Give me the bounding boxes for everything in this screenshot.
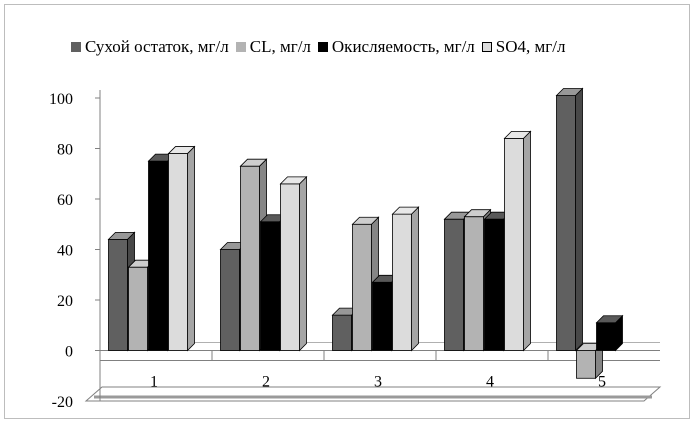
bar-front	[128, 266, 148, 351]
y-tick-label: 60	[57, 192, 73, 209]
y-tick-label: 80	[57, 142, 73, 159]
bar-front	[220, 249, 240, 351]
x-tick-label: 1	[150, 374, 158, 391]
bar-top	[351, 216, 380, 225]
bar-4-cat-3	[391, 206, 420, 352]
x-tick-label: 5	[598, 374, 606, 391]
bar-front	[148, 160, 168, 351]
floor-plane	[84, 386, 662, 402]
legend-item-oxidizability: Окисляемость, мг/л	[317, 37, 475, 57]
legend-label-so4: SO4, мг/л	[495, 37, 566, 56]
bar-top	[391, 206, 420, 215]
legend-swatch-cl	[235, 42, 246, 52]
bar-top	[279, 176, 308, 185]
bar-top	[595, 315, 624, 324]
bar-side	[411, 206, 419, 352]
legend: Сухой остаток, мг/л CL, мг/л Окисляемост…	[71, 36, 572, 58]
bar-side	[523, 130, 531, 352]
bar-4-cat-1	[167, 145, 196, 352]
bar-2-cat-5	[575, 342, 604, 380]
bar-front	[392, 213, 412, 351]
bar-front	[280, 183, 300, 351]
y-tick-label: 0	[65, 344, 73, 361]
x-tick-label: 3	[374, 374, 382, 391]
bar-front	[372, 281, 392, 351]
legend-item-dry-residue: Сухой остаток, мг/л	[71, 37, 229, 57]
y-tick-label: 20	[57, 293, 73, 310]
bar-3-cat-5	[595, 314, 624, 352]
bar-front	[352, 223, 372, 351]
bar-side	[575, 87, 583, 352]
y-tick-label: 40	[57, 243, 73, 260]
legend-label-cl: CL, мг/л	[249, 37, 311, 56]
y-tick-label: 100	[49, 91, 73, 108]
legend-swatch-oxidizability	[317, 42, 328, 52]
bar-front	[260, 221, 280, 351]
bar-front	[240, 165, 260, 351]
y-tick-label: -20	[52, 394, 73, 411]
legend-label-dry-residue: Сухой остаток, мг/л	[85, 37, 229, 56]
bar-1-cat-5	[555, 87, 584, 352]
bar-front	[484, 218, 504, 351]
bar-top	[239, 158, 268, 167]
bar-top	[555, 88, 584, 96]
bar-side	[299, 175, 307, 352]
x-tick-label: 2	[262, 374, 270, 391]
legend-item-cl: CL, мг/л	[235, 37, 311, 57]
bar-front	[596, 322, 616, 351]
legend-label-oxidizability: Окисляемость, мг/л	[331, 37, 475, 56]
bar-front	[504, 137, 524, 351]
bar-front	[556, 95, 576, 351]
bar-front	[444, 218, 464, 351]
bar-front	[464, 216, 484, 351]
legend-item-so4: SO4, мг/л	[481, 37, 566, 57]
bar-top	[107, 232, 136, 240]
bar-top	[463, 209, 492, 218]
x-tick-label: 4	[486, 374, 494, 391]
bar-side	[187, 145, 195, 352]
legend-swatch-dry-residue	[71, 42, 81, 52]
bar-front	[108, 238, 128, 351]
bar-front	[168, 153, 188, 351]
bar-front	[332, 314, 352, 351]
bar-top	[503, 131, 532, 139]
bar-front	[576, 350, 596, 379]
bar-4-cat-4	[503, 130, 532, 352]
legend-swatch-so4	[481, 42, 492, 52]
bar-4-cat-2	[279, 175, 308, 352]
bar-top	[167, 146, 196, 154]
